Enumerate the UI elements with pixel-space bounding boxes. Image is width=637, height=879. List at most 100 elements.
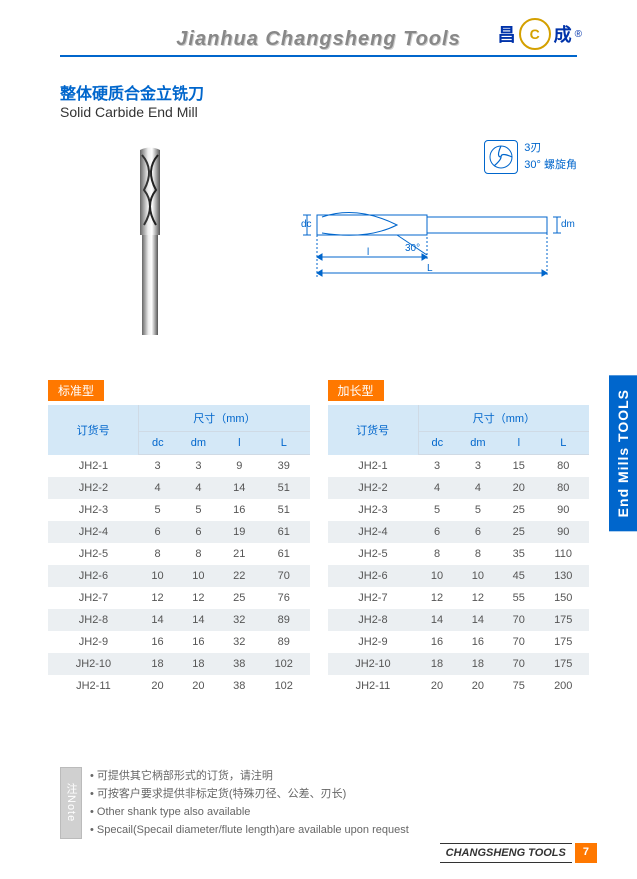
label-dc: dc: [301, 219, 312, 230]
table-cell: 90: [538, 499, 590, 521]
table-cell: 175: [538, 653, 590, 675]
table-row: JH2-4661961: [48, 521, 310, 543]
table-cell: 130: [538, 565, 590, 587]
table-cell: 8: [456, 543, 500, 565]
table-cell: 70: [500, 653, 537, 675]
table1-tag: 标准型: [48, 380, 104, 401]
table-row: JH2-8141470175: [328, 609, 590, 631]
table-cell: 5: [418, 499, 455, 521]
table-cell: 20: [500, 477, 537, 499]
note-label: 注Note: [60, 767, 82, 839]
table-cell: 70: [500, 609, 537, 631]
table-cell: 32: [221, 609, 258, 631]
col-header: L: [538, 432, 590, 455]
table-cell: 61: [258, 521, 310, 543]
flute-count: 3刃: [524, 140, 577, 157]
icon-labels: 3刃 30° 螺旋角: [524, 140, 577, 174]
table-cell: 18: [139, 653, 176, 675]
table-cell: 51: [258, 499, 310, 521]
table-cell: 175: [538, 631, 590, 653]
table2: 订货号 尺寸（mm） dcdmlL JH2-1331580JH2-2442080…: [328, 405, 590, 697]
table-cell: 18: [176, 653, 220, 675]
table-cell: 89: [258, 609, 310, 631]
table-cell: JH2-5: [328, 543, 419, 565]
flute-icon: [484, 140, 518, 174]
table-cell: 102: [258, 653, 310, 675]
table-row: JH2-9161670175: [328, 631, 590, 653]
table-row: JH2-3551651: [48, 499, 310, 521]
col-header: L: [258, 432, 310, 455]
table-cell: JH2-11: [328, 675, 419, 697]
logo-text-left: 昌: [498, 21, 516, 47]
table-cell: JH2-6: [48, 565, 139, 587]
table-cell: 70: [500, 631, 537, 653]
table-cell: 175: [538, 609, 590, 631]
table-cell: JH2-7: [328, 587, 419, 609]
table-cell: 89: [258, 631, 310, 653]
table-cell: JH2-5: [48, 543, 139, 565]
table-cell: 12: [139, 587, 176, 609]
table-cell: 6: [139, 521, 176, 543]
table-cell: 6: [176, 521, 220, 543]
table-cell: JH2-4: [328, 521, 419, 543]
table-cell: 16: [418, 631, 455, 653]
table-cell: 38: [221, 675, 258, 697]
table-cell: 18: [456, 653, 500, 675]
table-cell: 3: [139, 455, 176, 478]
th-size: 尺寸（mm）: [139, 405, 310, 432]
table-cell: JH2-8: [48, 609, 139, 631]
table-row: JH2-4662590: [328, 521, 590, 543]
table-cell: 76: [258, 587, 310, 609]
label-l: l: [367, 247, 369, 258]
table-row: JH2-7121255150: [328, 587, 590, 609]
table-cell: 3: [456, 455, 500, 478]
footer: CHANGSHENG TOOLS 7: [440, 843, 597, 863]
table-cell: 15: [500, 455, 537, 478]
table-cell: 8: [418, 543, 455, 565]
table-cell: 16: [176, 631, 220, 653]
table-cell: 102: [258, 675, 310, 697]
col-header: dm: [456, 432, 500, 455]
table-cell: 8: [176, 543, 220, 565]
table-row: JH2-6101045130: [328, 565, 590, 587]
table-cell: JH2-9: [48, 631, 139, 653]
table-cell: JH2-1: [328, 455, 419, 478]
table-cell: 22: [221, 565, 258, 587]
table-cell: 150: [538, 587, 590, 609]
table-row: JH2-10181870175: [328, 653, 590, 675]
th-size2: 尺寸（mm）: [418, 405, 589, 432]
label-angle: 30°: [405, 243, 420, 254]
note-line: 可按客户要求提供非标定货(特殊刃径、公差、刃长): [90, 785, 409, 803]
th-order: 订货号: [48, 405, 139, 455]
table-cell: 10: [176, 565, 220, 587]
table-cell: 12: [456, 587, 500, 609]
note-line: Other shank type also available: [90, 803, 409, 821]
table-cell: 9: [221, 455, 258, 478]
header: Jianhua Changsheng Tools 昌 C 成 ®: [0, 0, 637, 70]
table-row: JH2-814143289: [48, 609, 310, 631]
table-cell: JH2-9: [328, 631, 419, 653]
table-cell: 20: [456, 675, 500, 697]
table-cell: 16: [221, 499, 258, 521]
table-row: JH2-10181838102: [48, 653, 310, 675]
table-row: JH2-58835110: [328, 543, 590, 565]
table-cell: 4: [139, 477, 176, 499]
header-divider: [60, 55, 577, 57]
title-block: 整体硬质合金立铣刀 Solid Carbide End Mill: [60, 80, 577, 120]
table-row: JH2-610102270: [48, 565, 310, 587]
table-cell: 90: [538, 521, 590, 543]
table-row: JH2-133939: [48, 455, 310, 478]
table-cell: 19: [221, 521, 258, 543]
table-cell: 8: [139, 543, 176, 565]
table-row: JH2-916163289: [48, 631, 310, 653]
table-cell: JH2-2: [48, 477, 139, 499]
table-cell: JH2-3: [328, 499, 419, 521]
table-cell: 4: [456, 477, 500, 499]
table1: 订货号 尺寸（mm） dcdmlL JH2-133939JH2-2441451J…: [48, 405, 310, 697]
note-line: 可提供其它柄部形式的订货，请注明: [90, 767, 409, 785]
table-cell: 25: [500, 521, 537, 543]
table-cell: 75: [500, 675, 537, 697]
table-cell: 4: [418, 477, 455, 499]
table-cell: 16: [456, 631, 500, 653]
table-row: JH2-11202075200: [328, 675, 590, 697]
